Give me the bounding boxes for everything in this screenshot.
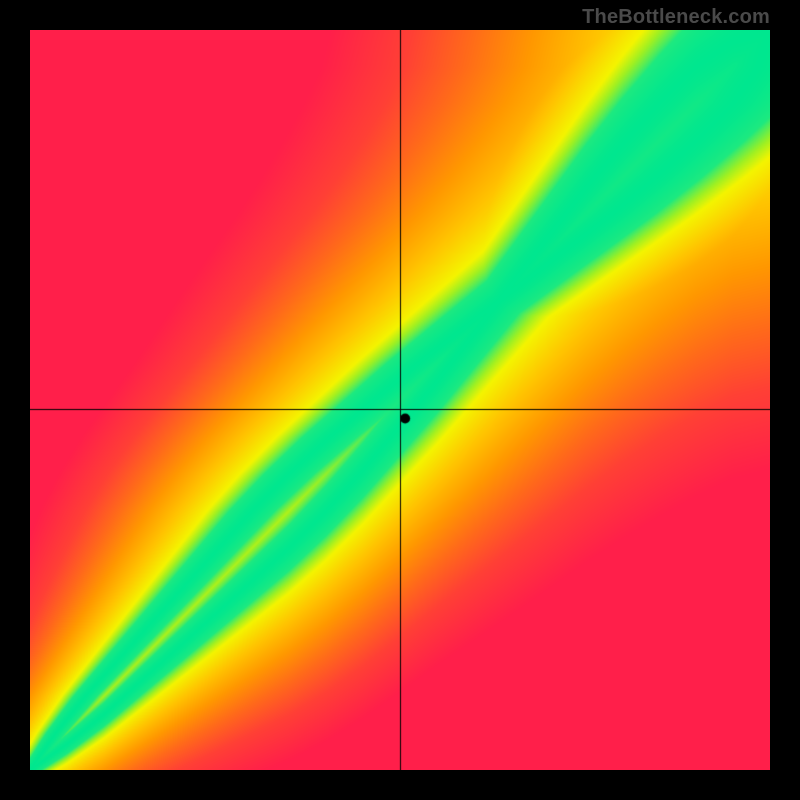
watermark-text: TheBottleneck.com (582, 6, 770, 29)
chart-frame: TheBottleneck.com (0, 0, 800, 800)
bottleneck-heatmap-canvas (30, 30, 770, 770)
plot-area (30, 30, 770, 770)
